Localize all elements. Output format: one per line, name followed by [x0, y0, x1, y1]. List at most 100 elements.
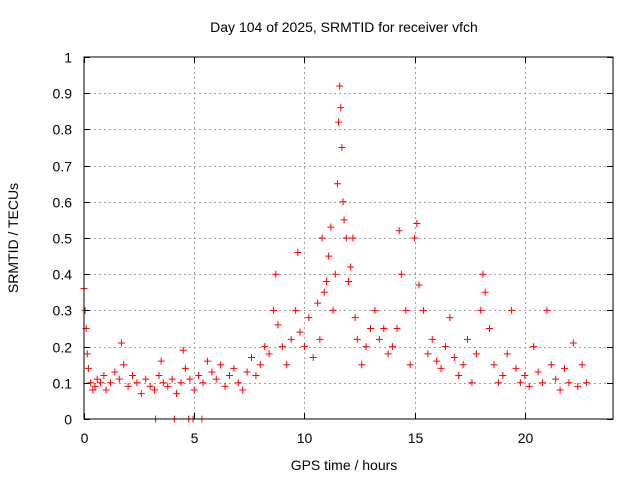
- x-tick-label: 15: [408, 430, 424, 446]
- data-point: [419, 306, 427, 314]
- y-tick-label: 0.8: [53, 122, 73, 138]
- data-point: [318, 234, 326, 242]
- data-point: [256, 361, 264, 369]
- data-point: [111, 368, 119, 376]
- y-tick-label: 0.6: [53, 195, 73, 211]
- data-point: [547, 361, 555, 369]
- data-point: [345, 277, 352, 285]
- data-point: [490, 361, 498, 369]
- data-point: [424, 350, 432, 358]
- data-point: [322, 277, 330, 285]
- data-point: [190, 386, 198, 394]
- data-point: [521, 372, 529, 380]
- data-point: [525, 382, 533, 390]
- data-point: [87, 379, 95, 387]
- data-point: [333, 180, 341, 188]
- data-points: [80, 82, 591, 423]
- x-tick-label: 10: [297, 430, 313, 446]
- y-tick-label: 0.3: [53, 303, 73, 319]
- grid: [84, 57, 613, 419]
- data-point: [481, 288, 489, 296]
- data-point: [384, 350, 392, 358]
- data-point: [327, 223, 335, 231]
- data-point: [512, 364, 520, 372]
- data-point: [380, 325, 388, 332]
- data-point: [225, 372, 233, 380]
- y-tick-label: 0.4: [53, 267, 73, 283]
- data-point: [459, 361, 467, 369]
- data-point: [336, 82, 344, 90]
- data-point: [274, 321, 282, 329]
- data-point: [102, 386, 110, 394]
- x-tick-labels: 0 5 10 15 20: [81, 430, 534, 446]
- data-point: [168, 375, 176, 383]
- data-point: [340, 216, 348, 224]
- data-point: [329, 306, 337, 314]
- data-point: [292, 306, 300, 314]
- data-point: [342, 234, 350, 242]
- data-point: [203, 357, 211, 365]
- data-point: [335, 118, 343, 126]
- data-point: [406, 361, 414, 369]
- data-point: [83, 350, 91, 358]
- data-point: [530, 343, 538, 351]
- data-point: [278, 343, 286, 351]
- y-tick-label: 0.5: [53, 231, 73, 247]
- data-point: [117, 339, 125, 347]
- data-point: [367, 325, 375, 332]
- data-point: [325, 252, 333, 260]
- data-point: [283, 361, 291, 369]
- data-point: [199, 379, 207, 387]
- data-point: [556, 386, 564, 394]
- y-tick-label: 0.7: [53, 159, 73, 175]
- data-point: [455, 372, 463, 380]
- data-point: [362, 343, 370, 351]
- data-point: [272, 270, 280, 278]
- axis-ticks: [84, 57, 613, 420]
- data-point: [578, 361, 586, 369]
- data-point: [331, 270, 339, 278]
- data-point: [479, 270, 487, 278]
- data-point: [574, 382, 582, 390]
- data-point: [389, 343, 397, 351]
- chart-title: Day 104 of 2025, SRMTID for receiver vfc…: [210, 19, 478, 35]
- data-point: [91, 382, 99, 390]
- data-point: [415, 281, 423, 289]
- data-point: [347, 263, 355, 271]
- x-axis-label: GPS time / hours: [291, 457, 398, 473]
- data-point: [583, 379, 591, 387]
- data-point: [349, 234, 357, 242]
- data-point: [494, 379, 502, 387]
- data-point: [538, 379, 546, 387]
- data-point: [173, 390, 181, 398]
- data-point: [472, 350, 480, 358]
- data-point: [339, 198, 347, 206]
- data-point: [428, 335, 436, 343]
- data-point: [561, 364, 569, 372]
- data-point: [305, 314, 313, 322]
- data-point: [300, 343, 308, 351]
- data-point: [195, 372, 203, 380]
- data-point: [270, 306, 278, 314]
- data-point: [353, 335, 361, 343]
- data-point: [265, 350, 273, 358]
- data-point: [516, 379, 524, 387]
- data-point: [338, 144, 346, 151]
- data-point: [84, 364, 92, 372]
- data-point: [212, 375, 220, 383]
- data-point: [100, 372, 108, 380]
- data-point: [468, 379, 476, 387]
- x-tick-label: 20: [518, 430, 534, 446]
- data-point: [157, 357, 165, 365]
- data-point: [133, 379, 141, 387]
- data-point: [543, 306, 551, 314]
- data-point: [337, 104, 345, 112]
- data-point: [320, 288, 328, 296]
- data-point: [261, 343, 269, 351]
- data-point: [441, 343, 449, 351]
- data-point: [89, 386, 97, 394]
- y-tick-label: 0.2: [53, 340, 73, 356]
- data-point: [221, 382, 229, 390]
